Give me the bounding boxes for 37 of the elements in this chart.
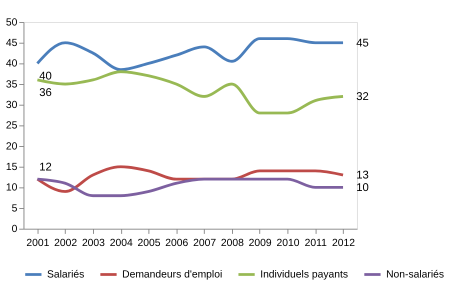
y-tick-label: 40 (6, 58, 18, 70)
annotation: 45 (356, 37, 369, 50)
y-tick-label: 5 (12, 203, 18, 214)
y-tick-label: 0 (12, 224, 18, 236)
legend-label: Demandeurs d'emploi (122, 269, 222, 280)
legend-label: Individuels payants (260, 269, 348, 280)
y-tick-label: 35 (6, 79, 18, 90)
x-tick-label: 2006 (165, 238, 189, 250)
y-tick-label: 15 (6, 162, 18, 174)
annotation: 36 (39, 86, 52, 99)
line-series (36, 70, 344, 114)
x-tick-label: 2012 (332, 238, 356, 250)
line-series (36, 178, 344, 198)
x-tick-label: 2004 (110, 238, 133, 250)
x-tick-label: 2002 (54, 238, 78, 250)
x-tick-label: 2003 (82, 238, 106, 250)
x-tick-label: 2009 (248, 238, 272, 250)
annotation: 13 (356, 170, 369, 182)
y-tick-label: 50 (6, 17, 18, 28)
annotation: 10 (356, 182, 369, 194)
legend-label: Salariés (46, 269, 84, 280)
legend-label: Non-salariés (386, 269, 444, 280)
y-tick-label: 45 (6, 38, 18, 50)
y-tick-label: 30 (6, 100, 18, 112)
y-tick-label: 10 (6, 182, 18, 194)
y-tick-label: 20 (6, 141, 18, 152)
x-tick-label: 2008 (220, 238, 244, 250)
annotation: 12 (39, 162, 52, 174)
annotation: 32 (356, 91, 369, 104)
line-series (36, 37, 344, 72)
annotation: 40 (39, 70, 52, 82)
x-tick-label: 2010 (276, 238, 300, 250)
x-tick-label: 2001 (26, 238, 50, 250)
y-tick-label: 25 (6, 120, 18, 132)
x-tick-label: 2011 (304, 238, 328, 250)
x-tick-label: 2005 (138, 238, 161, 250)
x-tick-label: 2007 (193, 238, 216, 250)
